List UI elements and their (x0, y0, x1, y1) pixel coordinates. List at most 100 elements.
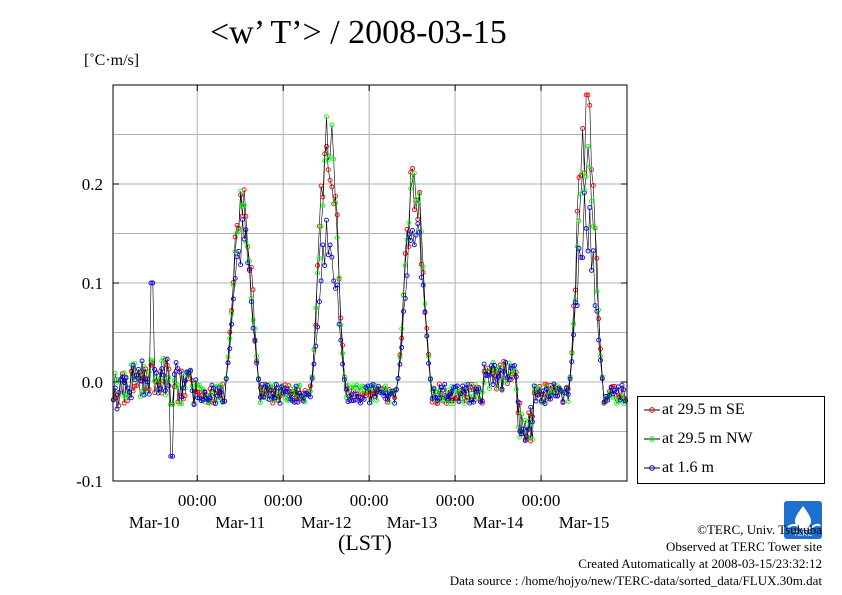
data-point (254, 353, 260, 359)
data-point (499, 386, 505, 392)
data-point (460, 396, 466, 401)
data-point (567, 376, 573, 382)
data-point (413, 232, 419, 238)
data-point (175, 382, 181, 388)
data-point (214, 393, 220, 399)
data-point (202, 390, 208, 395)
data-point (254, 360, 260, 366)
data-point (191, 402, 197, 408)
data-point (327, 153, 333, 159)
data-point (515, 399, 521, 405)
data-point (148, 280, 154, 286)
data-point (436, 395, 442, 401)
data-point (331, 278, 337, 284)
date-label: Mar-14 (473, 513, 524, 532)
data-point (146, 369, 152, 375)
data-point (195, 395, 201, 401)
data-point (239, 217, 245, 223)
data-point (513, 386, 519, 392)
data-point (349, 392, 355, 398)
data-point (134, 383, 140, 388)
y-tick-label: -0.1 (76, 472, 103, 491)
data-point (533, 398, 539, 404)
data-point (580, 255, 586, 261)
data-point (583, 174, 589, 180)
data-point (354, 382, 360, 388)
data-point (397, 361, 403, 367)
date-label: Mar-13 (387, 513, 438, 532)
data-point (574, 303, 580, 308)
data-point (179, 394, 184, 400)
data-point (318, 278, 324, 284)
data-point (399, 335, 405, 341)
data-point (383, 383, 389, 389)
data-point (460, 383, 466, 389)
data-point (239, 203, 245, 209)
data-point (177, 401, 183, 407)
data-point (555, 393, 560, 399)
data-point (315, 263, 321, 268)
legend-swatch-nw (644, 436, 660, 442)
data-point (121, 380, 127, 386)
data-point (422, 301, 428, 307)
data-point (440, 387, 446, 393)
data-point (592, 225, 598, 231)
data-point (223, 376, 229, 382)
data-point (168, 453, 174, 459)
data-point (186, 376, 192, 381)
data-point (406, 244, 412, 250)
data-point (153, 370, 159, 376)
data-point (157, 377, 163, 383)
data-point (526, 426, 532, 432)
data-point (220, 399, 226, 405)
data-point (377, 390, 383, 395)
data-point (229, 321, 235, 327)
data-point (558, 387, 564, 393)
data-point (580, 170, 586, 176)
data-point (417, 229, 423, 235)
data-point (334, 282, 340, 288)
data-point (397, 354, 403, 360)
data-point (564, 385, 569, 391)
data-point (465, 382, 471, 388)
data-point (406, 220, 412, 226)
data-point (324, 114, 329, 120)
data-point (128, 395, 134, 401)
data-point (522, 438, 528, 444)
data-point (316, 255, 322, 261)
data-point (384, 396, 390, 402)
data-point (442, 381, 448, 387)
data-point (309, 376, 315, 382)
data-point (415, 221, 421, 227)
data-point (488, 363, 494, 369)
data-point (528, 404, 534, 410)
data-point (376, 383, 381, 389)
data-point (331, 156, 337, 162)
data-point (300, 398, 306, 404)
data-point (404, 227, 410, 232)
data-point (227, 336, 233, 341)
data-point (230, 282, 236, 288)
plot-frame (112, 84, 628, 482)
data-point (166, 374, 172, 380)
data-point (238, 262, 244, 268)
data-point (198, 398, 204, 404)
data-point (358, 387, 363, 393)
data-point (229, 311, 235, 316)
data-point (531, 383, 537, 389)
data-point (497, 362, 503, 368)
data-point (504, 381, 510, 386)
data-point (449, 389, 455, 394)
data-point (581, 187, 587, 193)
terc-logo: TERC (784, 501, 822, 539)
data-point (275, 391, 281, 397)
data-point (571, 321, 577, 327)
data-point (307, 394, 313, 400)
data-point (454, 394, 460, 400)
data-point (340, 361, 346, 367)
data-point (580, 126, 586, 131)
data-point (587, 164, 593, 170)
x-tick-label: 00:00 (522, 491, 561, 510)
data-point (418, 274, 424, 280)
